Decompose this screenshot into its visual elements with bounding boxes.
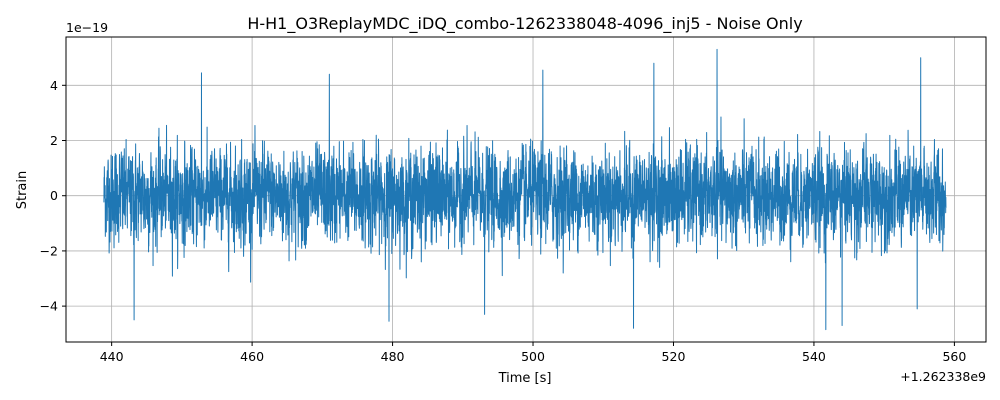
x-offset-label: +1.262338e9 — [900, 369, 986, 384]
y-axis-label: Strain — [15, 171, 30, 210]
axes-frame — [65, 36, 987, 343]
plot-area — [103, 48, 947, 331]
y-tick-label: −4 — [40, 299, 58, 314]
y-tick-label: 2 — [50, 133, 58, 148]
x-axis-label: Time [s] — [498, 371, 552, 386]
x-tick-label: 440 — [100, 349, 124, 364]
series-line-strain — [103, 48, 947, 331]
x-tick-label: 560 — [942, 349, 966, 364]
chart-title: H-H1_O3ReplayMDC_iDQ_combo-1262338048-40… — [247, 14, 802, 34]
x-tick-label: 520 — [662, 349, 686, 364]
y-scale-label: 1e−19 — [66, 20, 108, 35]
x-tick-label: 480 — [381, 349, 405, 364]
x-tick-label: 460 — [240, 349, 264, 364]
x-tick-label: 500 — [521, 349, 545, 364]
y-axis-ticks: −4 −2 0 2 4 — [40, 78, 66, 314]
x-tick-label: 540 — [802, 349, 826, 364]
y-tick-label: −2 — [40, 243, 58, 258]
y-tick-label: 0 — [50, 188, 58, 203]
y-tick-label: 4 — [50, 78, 58, 93]
x-axis-ticks: 440 460 480 500 520 540 560 — [100, 342, 966, 364]
